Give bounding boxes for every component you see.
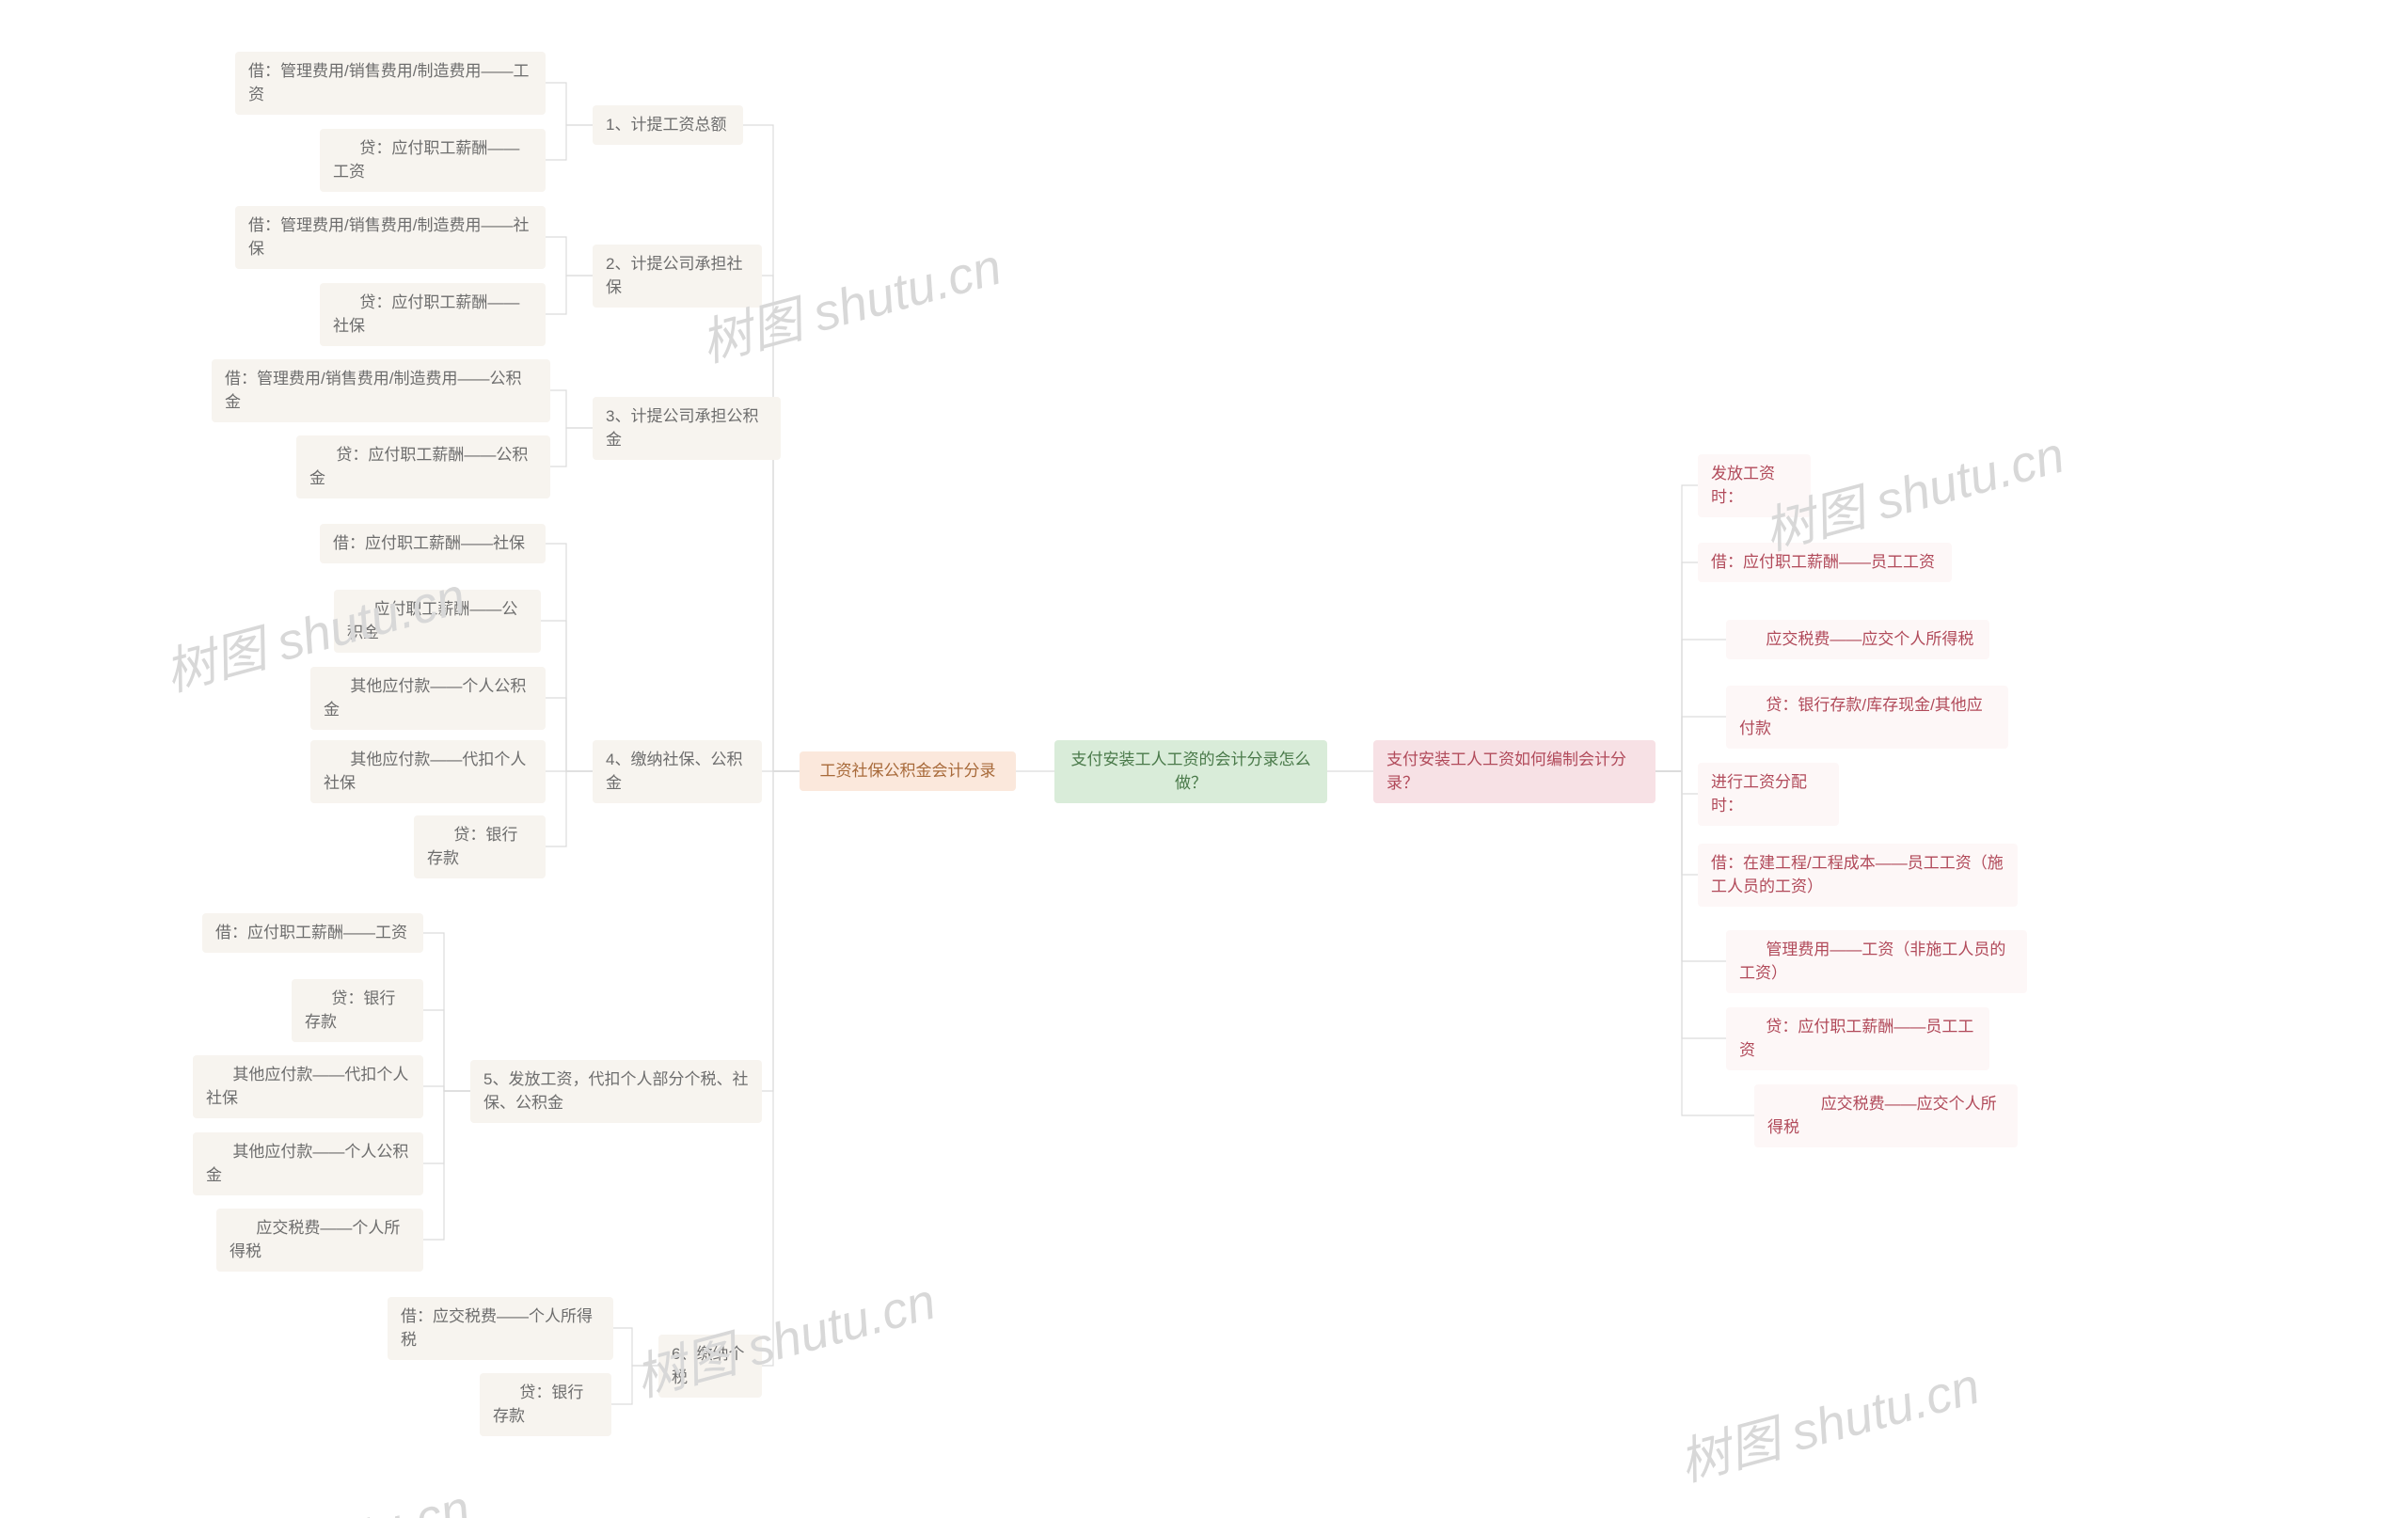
mindmap-node: 进行工资分配时： [1698, 763, 1839, 826]
mindmap-node: 其他应付款——个人公积金 [310, 667, 546, 730]
mindmap-node: 支付安装工人工资如何编制会计分录？ [1373, 740, 1656, 803]
mindmap-node: 支付安装工人工资的会计分录怎么做？ [1054, 740, 1327, 803]
mindmap-node: 其他应付款——代扣个人社保 [310, 740, 546, 803]
mindmap-node: 管理费用——工资（非施工人员的工资） [1726, 930, 2027, 993]
mindmap-node: 借：应交税费——个人所得税 [388, 1297, 613, 1360]
mindmap-node: 2、计提公司承担社保 [593, 245, 762, 308]
mindmap-node: 5、发放工资，代扣个人部分个税、社保、公积金 [470, 1060, 762, 1123]
mindmap-node: 借：在建工程/工程成本——员工工资（施工人员的工资） [1698, 844, 2018, 907]
mindmap-node: 工资社保公积金会计分录 [800, 751, 1016, 791]
mindmap-node: 贷：应付职工薪酬——工资 [320, 129, 546, 192]
mindmap-node: 借：应付职工薪酬——社保 [320, 524, 546, 563]
mindmap-node: 贷：应付职工薪酬——公积金 [296, 435, 550, 498]
mindmap-node: 发放工资时： [1698, 454, 1811, 517]
mindmap-node: 贷：银行存款/库存现金/其他应付款 [1726, 686, 2008, 749]
mindmap-node: 借：管理费用/销售费用/制造费用——社保 [235, 206, 546, 269]
mindmap-node: 应交税费——应交个人所得税 [1754, 1084, 2018, 1147]
mindmap-node: 借：应付职工薪酬——工资 [202, 913, 423, 953]
mindmap-node: 4、缴纳社保、公积金 [593, 740, 762, 803]
mindmap-node: 1、计提工资总额 [593, 105, 743, 145]
mindmap-node: 贷：应付职工薪酬——社保 [320, 283, 546, 346]
mindmap-node: 借：管理费用/销售费用/制造费用——公积金 [212, 359, 550, 422]
mindmap-node: 应交税费——应交个人所得税 [1726, 620, 1989, 659]
mindmap-node: 贷：银行存款 [292, 979, 423, 1042]
mindmap-node: 其他应付款——代扣个人社保 [193, 1055, 423, 1118]
mindmap-node: 3、计提公司承担公积金 [593, 397, 781, 460]
mindmap-node: 贷：应付职工薪酬——员工工资 [1726, 1007, 1989, 1070]
mindmap-node: 其他应付款——个人公积金 [193, 1132, 423, 1195]
mindmap-node: 贷：银行存款 [414, 815, 546, 878]
mindmap-node: 应交税费——个人所得税 [216, 1209, 423, 1272]
mindmap-node: 贷：银行存款 [480, 1373, 611, 1436]
mindmap-node: 6、缴纳个税 [658, 1335, 762, 1398]
mindmap-node: 借：应付职工薪酬——员工工资 [1698, 543, 1952, 582]
mindmap-node: 应付职工薪酬——公积金 [334, 590, 541, 653]
mindmap-node: 借：管理费用/销售费用/制造费用——工资 [235, 52, 546, 115]
